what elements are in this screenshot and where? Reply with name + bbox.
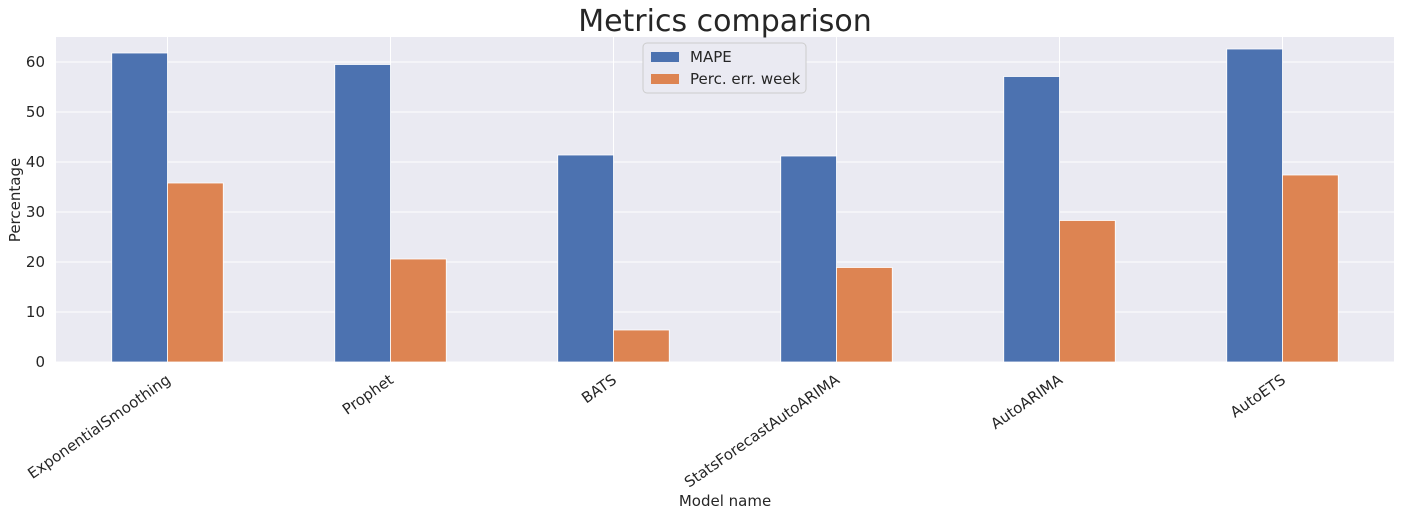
x-tick-label: ExponentialSmoothing <box>24 371 173 483</box>
y-tick-labels: 0 10 20 30 40 50 60 <box>26 53 45 371</box>
x-tick-label: AutoARIMA <box>987 370 1066 433</box>
y-tick-label: 0 <box>35 353 45 371</box>
bar <box>111 52 168 363</box>
bar <box>613 329 670 363</box>
y-tick-label: 20 <box>26 253 45 271</box>
legend-box <box>642 42 807 94</box>
x-tick-label: AutoETS <box>1227 371 1289 422</box>
x-tick-label: BATS <box>578 371 620 408</box>
legend-swatch <box>651 52 679 62</box>
bar <box>390 258 447 363</box>
x-tick-label: StatsForecastAutoARIMA <box>681 370 843 491</box>
y-axis-title: Percentage <box>6 158 24 242</box>
bar <box>334 64 391 363</box>
y-tick-label: 50 <box>26 103 45 121</box>
bar <box>557 154 614 363</box>
x-tick-labels: ExponentialSmoothing Prophet BATS StatsFore… <box>24 370 1288 491</box>
legend-label: MAPE <box>690 48 732 66</box>
x-axis-title: Model name <box>679 492 771 510</box>
bar <box>780 155 837 363</box>
bar <box>167 182 224 363</box>
bar <box>836 267 893 363</box>
y-tick-label: 10 <box>26 303 45 321</box>
bar <box>1059 220 1116 363</box>
bar <box>1282 174 1339 363</box>
chart-title: Metrics comparison <box>578 4 872 39</box>
legend-label: Perc. err. week <box>690 70 801 88</box>
y-tick-label: 30 <box>26 203 45 221</box>
bar <box>1003 76 1060 363</box>
x-tick-label: Prophet <box>339 370 397 418</box>
legend: MAPE Perc. err. week <box>642 42 807 94</box>
legend-swatch <box>651 74 679 84</box>
y-tick-label: 40 <box>26 153 45 171</box>
bar <box>1226 48 1283 363</box>
bars-group <box>111 48 1339 363</box>
y-tick-label: 60 <box>26 53 45 71</box>
